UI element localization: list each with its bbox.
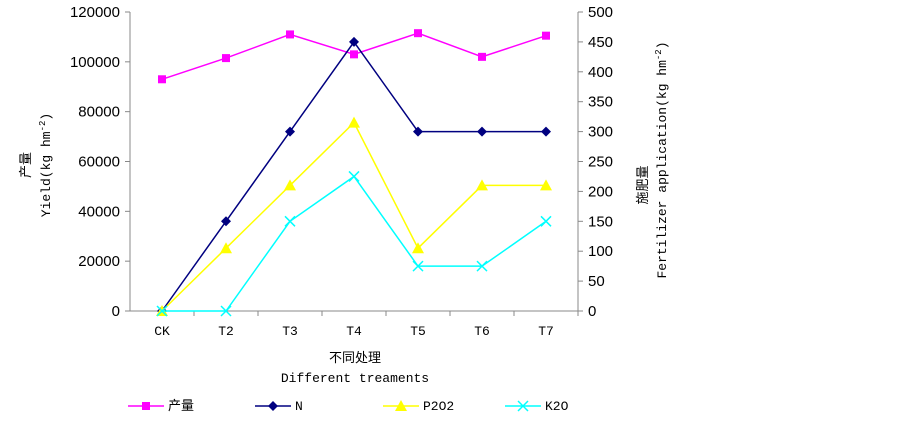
series-3 <box>156 170 552 317</box>
series-2 <box>156 116 552 316</box>
series-0 <box>158 29 550 84</box>
legend: 产量 N P2O2 K2O <box>128 399 569 414</box>
legend-marker <box>142 402 150 410</box>
y2-axis-label-cn-group: 施肥量 <box>636 165 651 204</box>
y2-tick-label: 350 <box>588 94 613 111</box>
y2-label-text: Fertilizer application(kg hm <box>655 60 670 279</box>
data-point <box>284 215 296 227</box>
legend-label: 产量 <box>168 399 194 414</box>
y2-tick-label: 450 <box>588 34 613 51</box>
data-point <box>221 216 231 227</box>
axes: 0 20000 40000 60000 80000 100000 120000 0 50 100 1… <box>70 4 613 339</box>
y2-tick-label: 50 <box>588 273 605 290</box>
x-tick-label: CK <box>154 324 170 339</box>
legend-marker <box>517 400 529 412</box>
y2-axis-label-cn: 施肥量 <box>636 165 651 204</box>
y-axis-label-cn-group: 产量 <box>19 152 34 178</box>
y2-label-close: ) <box>655 41 670 49</box>
data-point <box>476 179 488 191</box>
y-axis-label-en-group: Yield(kg hm-2) <box>38 113 54 217</box>
x-tick-label: T2 <box>218 324 234 339</box>
legend-label: N <box>295 399 303 414</box>
data-point <box>285 126 295 137</box>
data-point <box>540 215 552 227</box>
data-point <box>477 126 487 137</box>
y2-axis-label-en-group: Fertilizer application(kg hm-2) <box>654 41 670 278</box>
data-point <box>540 179 552 191</box>
data-point <box>414 29 422 38</box>
data-point <box>286 30 294 39</box>
data-point <box>284 179 296 191</box>
y-axis-label-en: Yield(kg hm-2) <box>38 113 54 217</box>
y-tick-label: 80000 <box>78 104 120 121</box>
y2-tick-label: 200 <box>588 183 613 200</box>
series-line <box>162 175 547 312</box>
y2-axis-label-en: Fertilizer application(kg hm-2) <box>654 41 670 278</box>
series-marks <box>156 29 552 317</box>
y2-tick-label: 500 <box>588 4 613 21</box>
x-tick-label: T3 <box>282 324 298 339</box>
legend-marker <box>268 401 278 411</box>
legend-label: K2O <box>545 399 569 414</box>
data-point <box>412 242 424 254</box>
data-point <box>349 36 359 47</box>
y2-tick-label: 400 <box>588 64 613 81</box>
data-point <box>156 305 168 317</box>
data-point <box>478 52 486 61</box>
y-label-sup: -2 <box>38 121 48 132</box>
y2-tick-label: 100 <box>588 243 613 260</box>
x-tick-label: T7 <box>538 324 554 339</box>
x-tick-label: T4 <box>346 324 362 339</box>
y2-tick-label: 300 <box>588 124 613 141</box>
data-point <box>350 50 358 59</box>
data-point <box>541 126 551 137</box>
data-point <box>476 260 488 272</box>
data-point <box>348 116 360 128</box>
y-tick-label: 60000 <box>78 154 120 171</box>
data-point <box>220 242 232 254</box>
y-tick-label: 100000 <box>70 54 120 71</box>
data-point <box>220 305 232 317</box>
data-point <box>542 31 550 40</box>
x-tick-label: T5 <box>410 324 426 339</box>
data-point <box>413 126 423 137</box>
data-point <box>348 170 360 182</box>
y-tick-label: 40000 <box>78 203 120 220</box>
x-axis-label-en: Different treaments <box>281 371 429 386</box>
series-line <box>161 121 546 312</box>
x-tick-label: T6 <box>474 324 490 339</box>
y-tick-label: 20000 <box>78 253 120 270</box>
y2-label-sup: -2 <box>654 49 664 60</box>
data-point <box>158 75 166 84</box>
y-tick-label: 120000 <box>70 4 120 21</box>
legend-marker <box>395 400 407 411</box>
legend-label: P2O2 <box>423 399 454 414</box>
y-tick-label: 0 <box>112 303 120 320</box>
data-point <box>412 260 424 272</box>
y2-tick-label: 250 <box>588 154 613 171</box>
y2-tick-label: 0 <box>588 303 596 320</box>
y-label-text: Yield(kg hm <box>39 131 54 217</box>
data-point <box>222 54 230 63</box>
x-axis-label-cn: 不同处理 <box>329 351 381 366</box>
y2-tick-label: 150 <box>588 213 613 230</box>
y-label-close: ) <box>39 113 54 121</box>
y-axis-label-cn: 产量 <box>19 152 34 178</box>
